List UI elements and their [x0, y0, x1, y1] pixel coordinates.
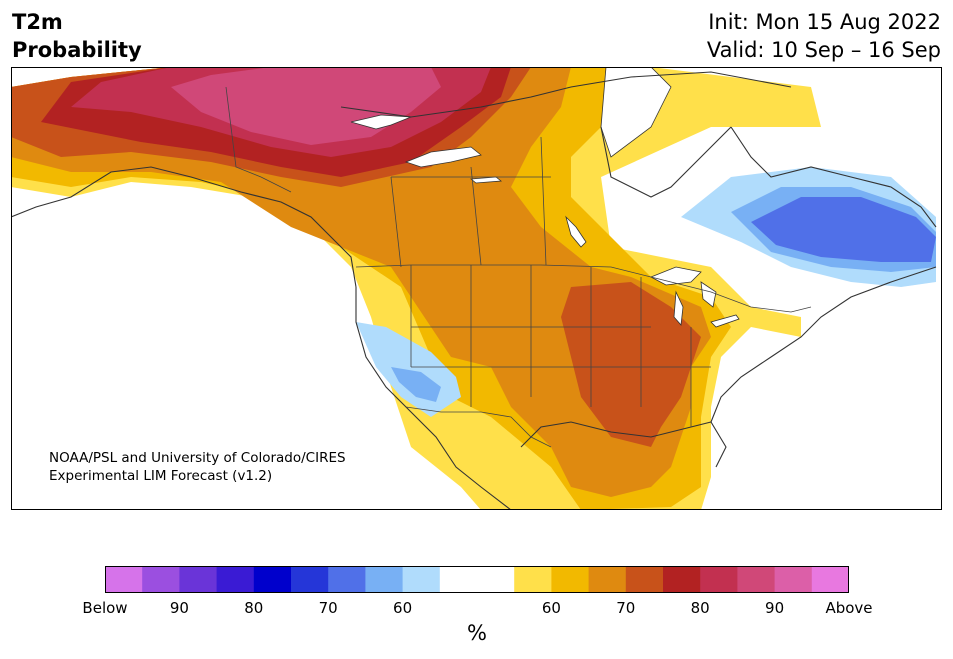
lake-huron	[700, 281, 717, 308]
colorbar-cell	[142, 566, 180, 593]
lakes	[350, 67, 740, 328]
credit-line-org: NOAA/PSL and University of Colorado/CIRE…	[49, 450, 346, 466]
region-below-65-west	[391, 367, 441, 402]
colorbar-tick-label: 70	[616, 599, 636, 617]
colorbar-cell	[179, 566, 218, 593]
lake-athabasca	[469, 176, 503, 184]
forecast-map: NOAA/PSL and University of Colorado/CIRE…	[11, 67, 942, 510]
colorbar-cell	[737, 566, 776, 593]
lake-michigan	[673, 290, 684, 326]
border-us-canada	[355, 264, 812, 313]
colorbar-tick-label: 80	[244, 599, 264, 617]
coast-pacific	[355, 287, 512, 510]
credit-text: NOAA/PSL and University of Colorado/CIRE…	[49, 449, 346, 485]
colorbar-cells	[105, 566, 849, 593]
coast-atlantic	[710, 266, 937, 423]
colorbar-tick-label: 90	[765, 599, 785, 617]
great-bear-lake	[350, 114, 412, 130]
colorbar-cell	[439, 566, 478, 593]
colorbar-tick-label: 60	[541, 599, 561, 617]
colorbar	[105, 566, 849, 593]
colorbar-tick-label: Below	[82, 599, 128, 617]
title-line-metric: Probability	[12, 38, 142, 62]
colorbar-cell	[811, 566, 849, 593]
coastlines	[11, 71, 937, 510]
init-date: Init: Mon 15 Aug 2022	[708, 10, 941, 34]
coast-alaska	[11, 166, 357, 288]
coast-labrador	[730, 126, 937, 228]
map-border	[11, 67, 942, 510]
coast-arctic	[340, 71, 792, 118]
colorbar-border	[105, 566, 849, 593]
valid-date-range: Valid: 10 Sep – 16 Sep	[706, 38, 941, 62]
colorbar-cell	[774, 566, 813, 593]
colorbar-cell	[663, 566, 701, 593]
colorbar-cell	[365, 566, 404, 593]
title-line-variable: T2m	[12, 10, 63, 34]
colorbar-cell	[253, 566, 292, 593]
border-canada-provinces	[390, 136, 551, 268]
colorbar-cell	[700, 566, 738, 593]
forecast-dates: Init: Mon 15 Aug 2022 Valid: 10 Sep – 16…	[707, 8, 941, 64]
colorbar-unit: %	[467, 621, 487, 645]
colorbar-cell	[328, 566, 366, 593]
colorbar-tick-label: 90	[169, 599, 189, 617]
colorbar-tick-label: 70	[318, 599, 338, 617]
great-slave-lake	[404, 146, 482, 168]
map-title: T2m Probability	[12, 8, 142, 64]
colorbar-cell	[477, 566, 515, 593]
region-below-70-east	[751, 197, 936, 262]
colorbar-tick-label: Above	[825, 599, 873, 617]
colorbar-cell	[105, 566, 143, 593]
colorbar-tick-label: 80	[690, 599, 710, 617]
colorbar-cell	[291, 566, 329, 593]
lake-erie	[710, 314, 740, 328]
colorbar-cell	[625, 566, 664, 593]
region-above-70	[11, 67, 711, 497]
colorbar-cell	[588, 566, 627, 593]
map-canvas	[11, 67, 942, 510]
colorbar-cell	[551, 566, 590, 593]
lake-winnipeg	[565, 215, 587, 248]
border-us-mexico	[405, 406, 552, 448]
coast-gulf	[520, 421, 727, 468]
credit-line-model: Experimental LIM Forecast (v1.2)	[49, 468, 273, 484]
colorbar-cell	[402, 566, 441, 593]
political-borders	[225, 86, 812, 448]
below-normal-regions	[356, 167, 936, 417]
above-normal-regions	[11, 67, 821, 510]
coast-hudson-bay	[600, 126, 732, 198]
border-alaska-canada	[225, 86, 292, 193]
border-us-states	[410, 265, 711, 427]
colorbar-cell	[514, 566, 552, 593]
colorbar-tick-label: 60	[393, 599, 413, 617]
colorbar-cell	[216, 566, 255, 593]
